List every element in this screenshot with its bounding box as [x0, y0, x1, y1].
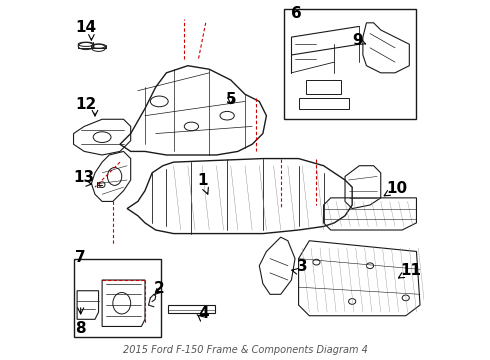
- Text: 14: 14: [75, 20, 97, 35]
- Text: 7: 7: [75, 250, 86, 265]
- Bar: [284, 9, 416, 119]
- Text: 13: 13: [73, 170, 94, 185]
- Text: 2015 Ford F-150 Frame & Components Diagram 4: 2015 Ford F-150 Frame & Components Diagr…: [122, 345, 368, 355]
- Text: 11: 11: [400, 263, 421, 278]
- Text: 8: 8: [75, 308, 86, 336]
- Text: 3: 3: [297, 259, 307, 274]
- Text: 4: 4: [198, 306, 209, 320]
- Bar: [298, 98, 348, 109]
- Text: 1: 1: [197, 172, 208, 194]
- Bar: [74, 258, 161, 337]
- Text: 6: 6: [292, 6, 302, 21]
- Bar: [168, 305, 215, 313]
- Text: 2: 2: [154, 280, 165, 296]
- Bar: [306, 80, 342, 94]
- Text: 12: 12: [75, 96, 97, 112]
- Text: 9: 9: [352, 33, 366, 48]
- Text: 10: 10: [386, 180, 407, 195]
- Text: 5: 5: [225, 92, 236, 107]
